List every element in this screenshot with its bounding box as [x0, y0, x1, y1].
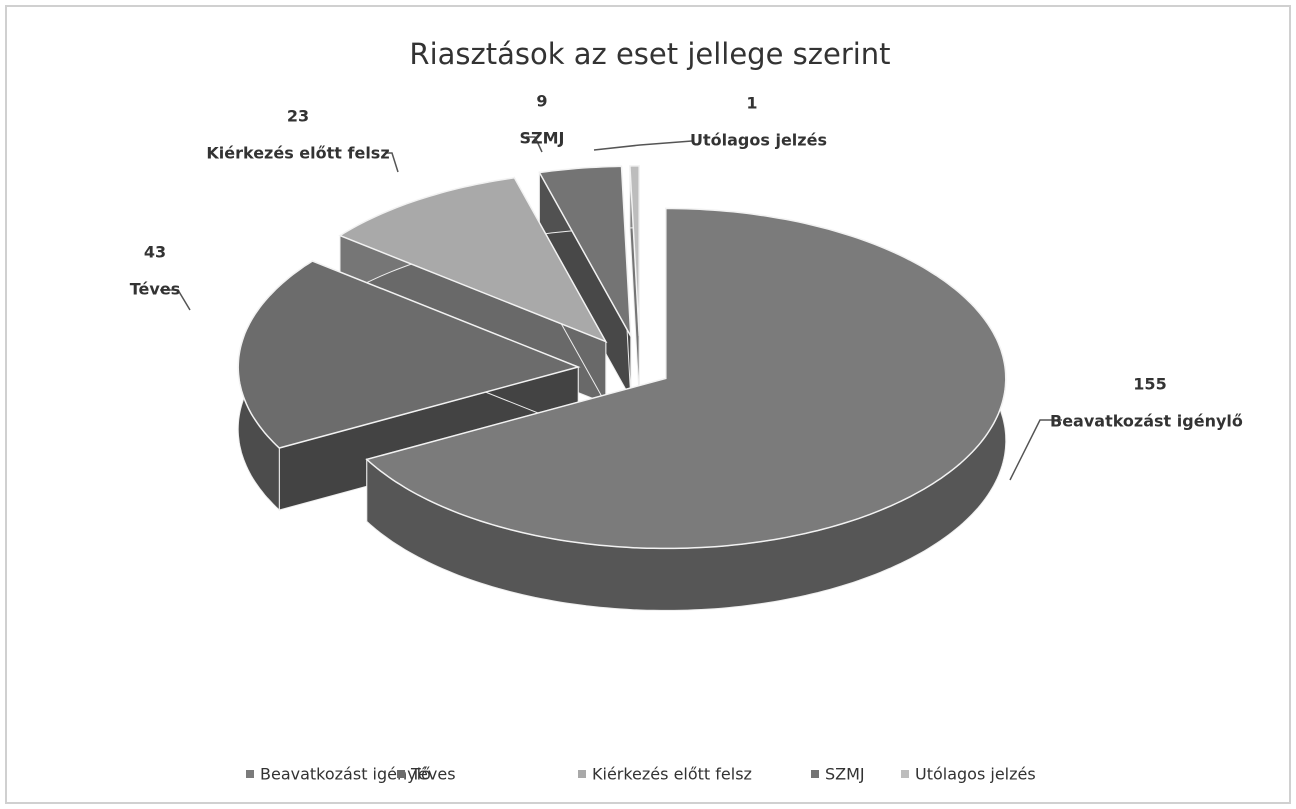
leader-line [385, 152, 399, 173]
data-label: 43 [144, 243, 166, 262]
slice-top [365, 207, 1007, 550]
slice-top [338, 176, 608, 344]
leader-line [160, 289, 191, 311]
chart-title: Riasztások az eset jellege szerint [409, 37, 890, 71]
legend-label: SZMJ [825, 765, 865, 784]
data-label: 23 [287, 107, 309, 126]
data-label: 1 [746, 94, 757, 113]
legend-label: Utólagos jelzés [915, 765, 1036, 784]
slice [629, 165, 640, 398]
category-label: Utólagos jelzés [690, 131, 827, 150]
legend-label: Beavatkozást igénylő [260, 765, 431, 784]
legend-marker [246, 770, 254, 778]
legend-marker [811, 770, 819, 778]
data-label: 155 [1133, 375, 1166, 394]
category-label: Beavatkozást igénylő [1050, 412, 1243, 431]
category-label: Téves [130, 280, 180, 299]
data-label: 9 [536, 92, 547, 111]
category-label: SZMJ [520, 129, 565, 148]
leader-line [593, 140, 693, 151]
slice-top [237, 260, 581, 449]
legend-marker [578, 770, 586, 778]
leader-line [1009, 419, 1062, 481]
slice [237, 260, 581, 512]
slice-top [629, 165, 640, 336]
legend-marker [397, 770, 405, 778]
legend-marker [901, 770, 909, 778]
slice-top [538, 165, 632, 337]
category-label: Kiérkezés előtt felsz [206, 144, 389, 163]
leader-line [526, 136, 543, 153]
legend-label: Kiérkezés előtt felsz [592, 765, 752, 784]
slice [365, 207, 1007, 611]
legend-label: Téves [410, 765, 456, 784]
